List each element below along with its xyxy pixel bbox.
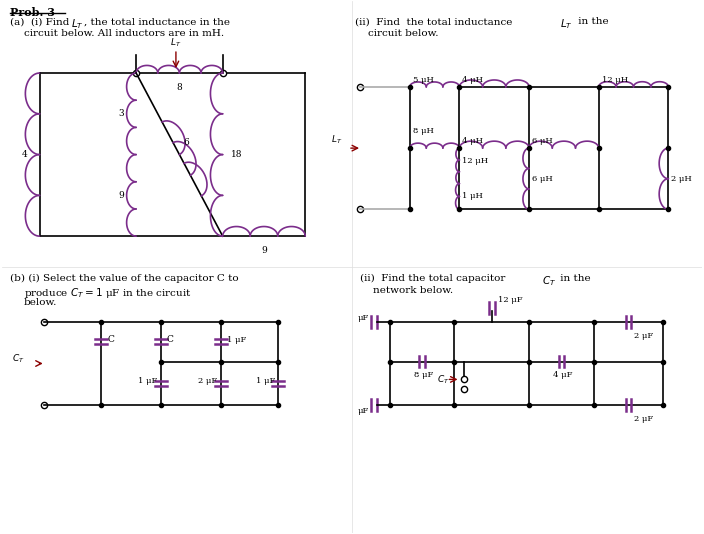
Text: produce $C_T = 1$ μF in the circuit: produce $C_T = 1$ μF in the circuit: [24, 286, 191, 300]
Text: circuit below. All inductors are in mH.: circuit below. All inductors are in mH.: [24, 29, 224, 38]
Text: 5 μH: 5 μH: [413, 76, 434, 84]
Text: 12 μH: 12 μH: [463, 157, 489, 165]
Text: $C_T$: $C_T$: [436, 373, 449, 386]
Text: 4 μF: 4 μF: [553, 372, 573, 380]
Text: 12 μH: 12 μH: [602, 76, 628, 84]
Text: 18: 18: [231, 150, 242, 159]
Text: (a)  (i) Find: (a) (i) Find: [10, 17, 73, 26]
Text: $C_T$: $C_T$: [542, 274, 556, 288]
Text: C: C: [167, 335, 174, 344]
Text: 8 μH: 8 μH: [413, 127, 434, 135]
Text: 1 μF: 1 μF: [256, 378, 275, 386]
Text: in the: in the: [575, 17, 608, 26]
Text: 2 μF: 2 μF: [634, 332, 653, 340]
Text: 2 μF: 2 μF: [198, 378, 217, 386]
Text: (ii)  Find the total capacitor: (ii) Find the total capacitor: [360, 274, 508, 283]
Text: 9: 9: [118, 191, 124, 200]
Text: 4 μH: 4 μH: [463, 137, 484, 145]
Text: 4 μH: 4 μH: [463, 76, 484, 84]
Text: Prob. 3: Prob. 3: [10, 7, 55, 18]
Text: $C_T$: $C_T$: [12, 352, 25, 365]
Text: 12 μF: 12 μF: [498, 296, 522, 304]
Text: 2 μF: 2 μF: [634, 415, 653, 423]
Text: 4: 4: [22, 150, 27, 159]
Text: 3: 3: [118, 109, 124, 119]
Text: $L_T$: $L_T$: [72, 17, 84, 31]
Text: $L_T$: $L_T$: [170, 37, 182, 49]
Text: μF: μF: [358, 314, 370, 321]
Text: 6 μH: 6 μH: [532, 175, 553, 183]
Text: , the total inductance in the: , the total inductance in the: [84, 17, 230, 26]
Text: 2 μH: 2 μH: [672, 175, 692, 183]
Text: C: C: [107, 335, 114, 344]
Text: 1 μH: 1 μH: [463, 192, 484, 200]
Text: in the: in the: [557, 274, 591, 283]
Text: network below.: network below.: [373, 286, 453, 295]
Text: μF: μF: [358, 407, 370, 415]
Text: 6: 6: [183, 138, 189, 147]
Text: $L_T$: $L_T$: [560, 17, 572, 31]
Text: 1 μF: 1 μF: [138, 378, 158, 386]
Text: (ii)  Find  the total inductance: (ii) Find the total inductance: [355, 17, 515, 26]
Text: 8 μF: 8 μF: [414, 372, 434, 380]
Text: (b) (i) Select the value of the capacitor C to: (b) (i) Select the value of the capacito…: [10, 274, 239, 283]
Text: 1 μF: 1 μF: [227, 336, 246, 343]
Text: 6 μH: 6 μH: [532, 137, 553, 145]
Text: 8: 8: [177, 83, 182, 92]
Text: $L_T$: $L_T$: [331, 134, 342, 146]
Text: below.: below.: [24, 298, 57, 307]
Text: 9: 9: [261, 246, 267, 255]
Text: circuit below.: circuit below.: [368, 29, 439, 38]
